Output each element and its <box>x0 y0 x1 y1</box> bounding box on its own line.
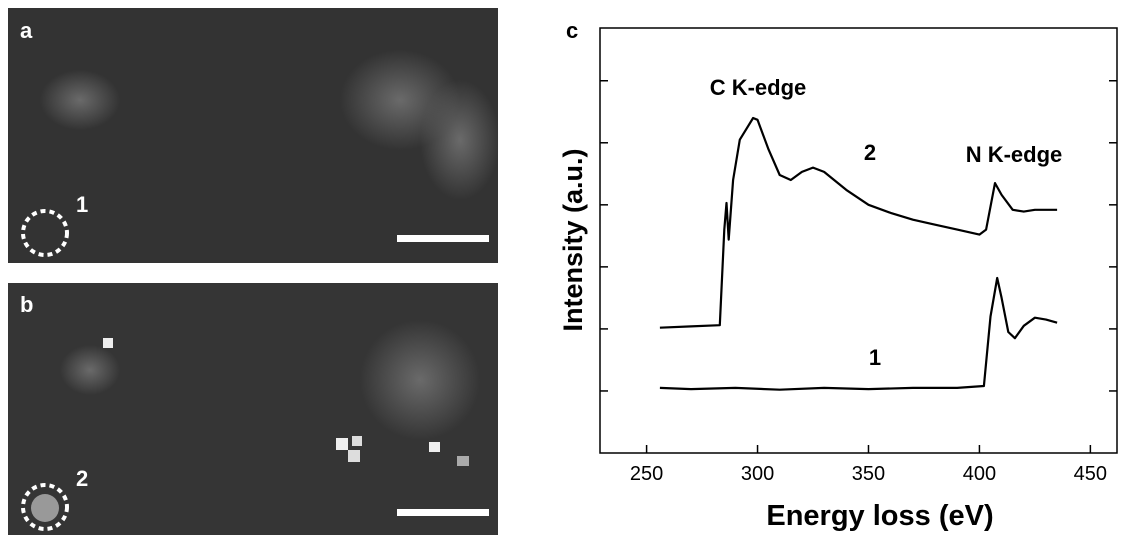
x-tick-label: 300 <box>741 463 774 485</box>
scale-bar <box>397 235 489 242</box>
spectrum-chart: c Energy loss (eV) Intensity (a.u.) 250 3… <box>558 18 1118 532</box>
particle <box>103 338 113 348</box>
particle <box>352 436 362 446</box>
scale-bar <box>397 509 489 516</box>
spectrum-line <box>659 276 1058 391</box>
x-axis-label: Energy loss (eV) <box>766 500 993 532</box>
particle <box>348 450 360 462</box>
region-circle <box>21 209 69 257</box>
panel-b: b 2 <box>8 283 498 535</box>
x-tick-label: 250 <box>630 463 663 485</box>
texture <box>60 345 120 395</box>
region-label: 2 <box>76 466 88 491</box>
region-circle <box>21 483 69 531</box>
panel-label: a <box>20 18 33 43</box>
panel-label: b <box>20 292 33 317</box>
texture <box>40 70 120 130</box>
particle <box>336 438 348 450</box>
panel-label: c <box>566 18 578 43</box>
texture <box>420 80 500 200</box>
x-tick-label: 400 <box>963 463 996 485</box>
particle <box>457 456 469 466</box>
annotation: N K-edge <box>966 142 1063 167</box>
particle <box>31 494 59 522</box>
series-label: 1 <box>869 345 881 370</box>
region-label: 1 <box>76 192 88 217</box>
series-label: 2 <box>864 140 876 165</box>
panel-a: a 1 <box>8 8 500 263</box>
spectrum-line <box>659 116 1058 329</box>
x-tick-label: 350 <box>852 463 885 485</box>
particle <box>429 442 440 452</box>
y-axis-label: Intensity (a.u.) <box>558 148 588 331</box>
texture <box>360 320 480 440</box>
plot-frame <box>599 27 1118 454</box>
x-tick-label: 450 <box>1074 463 1107 485</box>
annotation: C K-edge <box>710 75 807 100</box>
